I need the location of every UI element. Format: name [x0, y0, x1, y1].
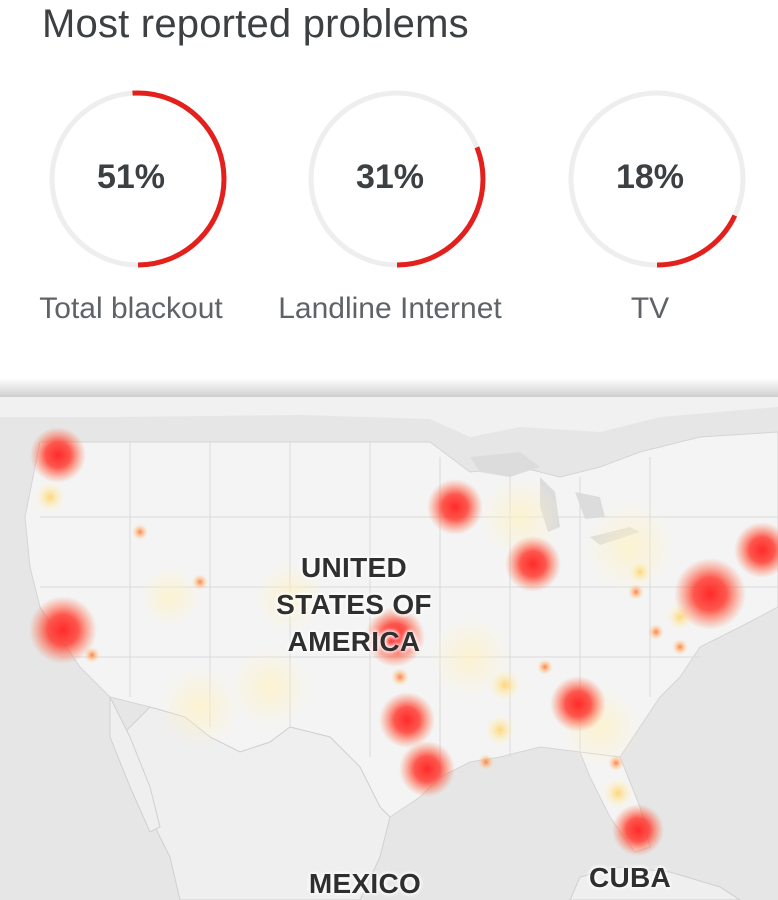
map-label-usa: UNITED STATES OF AMERICA	[276, 552, 432, 657]
gauge-ring	[568, 90, 746, 268]
small-hotspots	[84, 524, 688, 771]
gauge-percent: 51%	[96, 158, 166, 196]
most-reported-problems-panel: Most reported problems 51% Total blackou…	[0, 0, 778, 397]
map-canvas	[0, 397, 778, 900]
baja-land	[109, 696, 161, 833]
gauge-fill-arc	[49, 90, 227, 268]
gauge-percent: 18%	[615, 158, 685, 196]
outage-heat-map[interactable]: UNITED STATES OF AMERICA MEXICO CUBA	[0, 397, 778, 900]
cuba-land	[569, 866, 741, 900]
map-label-mexico: MEXICO	[308, 868, 422, 899]
major-hotspots	[29, 427, 778, 856]
gauge-label: Landline Internet	[278, 292, 502, 325]
problem-gauge-total-blackout: 51% Total blackout	[38, 86, 238, 325]
panel-divider-shadow	[0, 378, 778, 400]
gauge-ring	[49, 90, 227, 268]
canada-land	[0, 397, 778, 437]
gauge-fill-arc	[568, 90, 746, 268]
problem-gauge-landline-internet: 31% Landline Internet	[278, 86, 502, 325]
gauge-label: TV	[630, 292, 670, 325]
gauge-percent: 31%	[355, 158, 425, 196]
problem-gauge-tv: 18% TV	[557, 86, 757, 325]
gauge-ring	[308, 90, 486, 268]
gauge-label: Total blackout	[39, 292, 223, 325]
map-label-cuba: CUBA	[588, 862, 672, 893]
section-title: Most reported problems	[42, 2, 469, 46]
lake-huron	[575, 492, 605, 519]
lake-superior	[470, 452, 540, 477]
gauge-fill-arc	[308, 90, 486, 268]
